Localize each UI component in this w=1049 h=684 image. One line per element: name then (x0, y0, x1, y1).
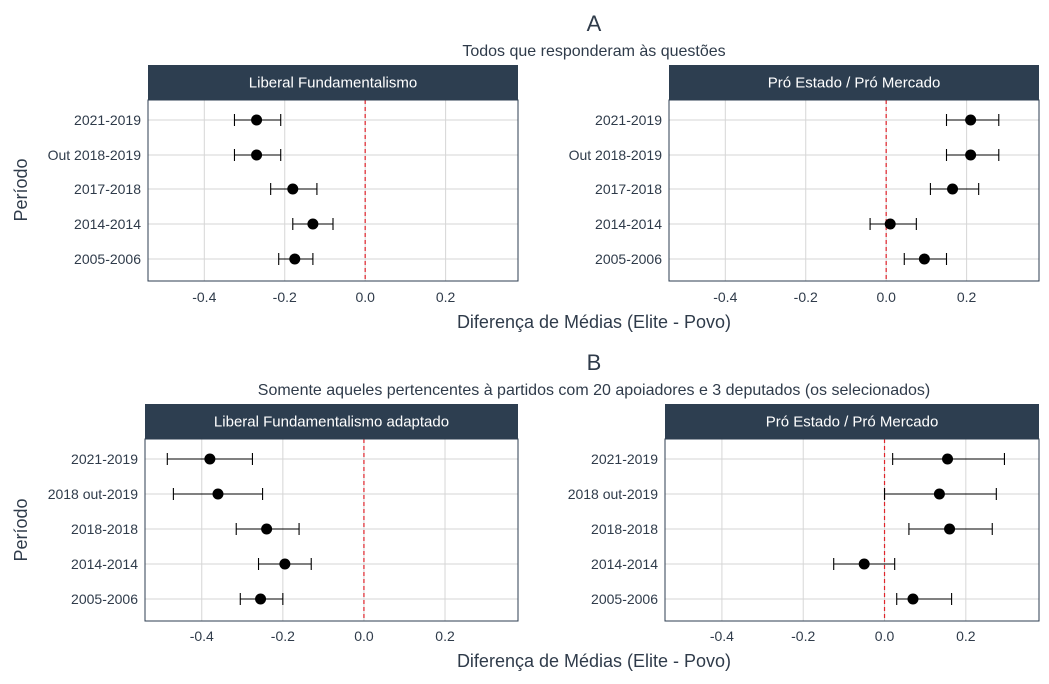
y-tick-label: 2005-2006 (74, 251, 141, 267)
data-point (287, 183, 299, 195)
data-point (204, 453, 216, 465)
x-tick-label: 0.0 (875, 628, 895, 644)
plot-panel (669, 100, 1039, 281)
data-point (965, 149, 977, 161)
block-title: A (587, 11, 602, 36)
y-tick-label: 2005-2006 (595, 251, 662, 267)
facet-strip (669, 65, 1039, 100)
y-tick-label: 2017-2018 (595, 181, 662, 197)
y-tick-label: 2017-2018 (74, 181, 141, 197)
x-tick-label: -0.2 (273, 289, 297, 305)
y-tick-label: 2014-2014 (71, 556, 138, 572)
data-point (907, 593, 919, 605)
facet-strip-label: Pró Estado / Pró Mercado (768, 75, 941, 92)
facet-strip-label: Liberal Fundamentalismo adaptado (214, 414, 449, 431)
x-tick-label: 0.2 (435, 628, 455, 644)
x-tick-label: 0.2 (956, 628, 976, 644)
y-tick-label: 2005-2006 (591, 591, 658, 607)
block-subtitle: Somente aqueles pertencentes à partidos … (258, 382, 930, 399)
facet-strip (665, 404, 1039, 439)
x-tick-label: 0.0 (354, 628, 374, 644)
plot-panel (665, 439, 1039, 621)
y-tick-label: 2014-2014 (74, 216, 141, 232)
block-title: B (587, 350, 602, 375)
data-point (289, 253, 301, 265)
data-point (251, 149, 263, 161)
data-point (947, 183, 959, 195)
x-tick-label: 0.2 (957, 289, 977, 305)
data-point (858, 558, 870, 570)
plot-panel (145, 439, 518, 621)
y-tick-label: 2018 out-2019 (48, 486, 139, 502)
x-tick-label: -0.4 (713, 289, 737, 305)
y-axis-label: Período (11, 158, 31, 221)
y-tick-label: 2014-2014 (591, 556, 658, 572)
x-axis-label: Diferença de Médias (Elite - Povo) (457, 651, 731, 671)
x-axis-label: Diferença de Médias (Elite - Povo) (457, 312, 731, 332)
x-tick-label: 0.2 (436, 289, 456, 305)
y-tick-label: 2021-2019 (595, 112, 662, 128)
x-tick-label: -0.4 (710, 628, 734, 644)
x-tick-label: 0.0 (355, 289, 375, 305)
y-tick-label: 2021-2019 (74, 112, 141, 128)
plot-panel-border (144, 438, 519, 622)
data-point (255, 593, 267, 605)
data-point (251, 114, 263, 126)
facet-strip-label: Liberal Fundamentalismo (249, 75, 417, 92)
plot-panel-border (668, 99, 1040, 282)
plot-panel-border (147, 99, 519, 282)
facet-strip (148, 65, 518, 100)
data-point (279, 558, 291, 570)
plot-panel (148, 100, 518, 281)
x-tick-label: -0.2 (794, 289, 818, 305)
x-tick-label: -0.2 (791, 628, 815, 644)
data-point (307, 218, 319, 230)
facet-strip-label: Pró Estado / Pró Mercado (766, 414, 939, 431)
data-point (918, 253, 930, 265)
block-subtitle: Todos que responderam às questões (462, 43, 725, 60)
facet-strip (145, 404, 518, 439)
y-tick-label: 2021-2019 (591, 451, 658, 467)
data-point (933, 488, 945, 500)
data-point (965, 114, 977, 126)
data-point (261, 523, 273, 535)
data-point (942, 453, 954, 465)
y-tick-label: Out 2018-2019 (48, 147, 142, 163)
data-point (212, 488, 224, 500)
x-tick-label: 0.0 (876, 289, 896, 305)
y-tick-label: 2014-2014 (595, 216, 662, 232)
y-axis-label: Período (11, 498, 31, 561)
plot-panel-border (664, 438, 1040, 622)
y-tick-label: 2018-2018 (591, 521, 658, 537)
y-tick-label: 2005-2006 (71, 591, 138, 607)
data-point (884, 218, 896, 230)
y-tick-label: 2018 out-2019 (568, 486, 659, 502)
x-tick-label: -0.2 (271, 628, 295, 644)
y-tick-label: 2018-2018 (71, 521, 138, 537)
y-tick-label: Out 2018-2019 (569, 147, 663, 163)
x-tick-label: -0.4 (190, 628, 214, 644)
x-tick-label: -0.4 (192, 289, 216, 305)
data-point (944, 523, 956, 535)
y-tick-label: 2021-2019 (71, 451, 138, 467)
